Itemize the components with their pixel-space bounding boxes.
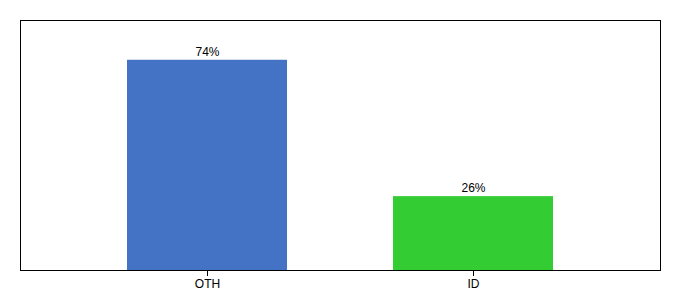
- svg-text:ID: ID: [468, 277, 480, 291]
- svg-text:OTH: OTH: [195, 277, 220, 291]
- svg-text:74%: 74%: [195, 45, 219, 59]
- svg-text:26%: 26%: [461, 181, 485, 195]
